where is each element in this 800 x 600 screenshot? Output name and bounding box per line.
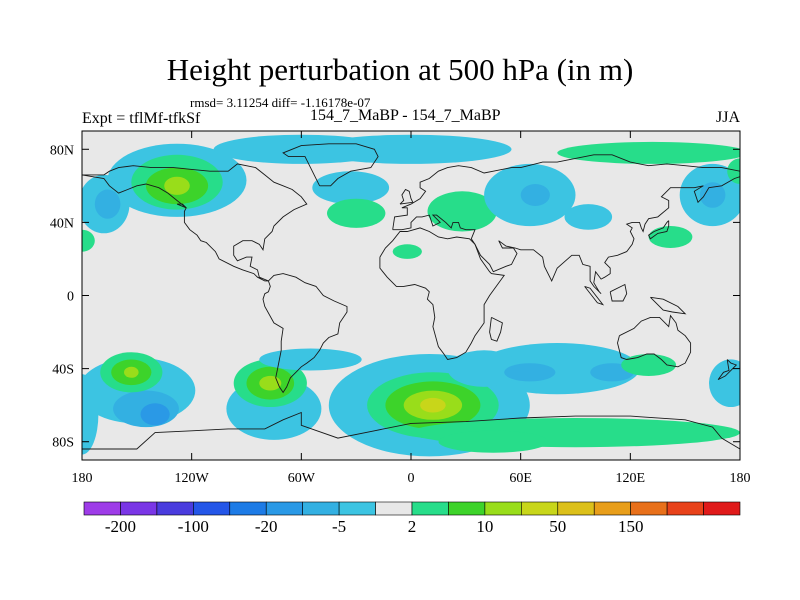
y-tick-label-2: 0: [67, 290, 74, 305]
colorbar-label-7: 150: [618, 517, 644, 536]
coastline-6: [82, 411, 740, 450]
season-label: JJA: [716, 109, 741, 126]
case-label: 154_7_MaBP - 154_7_MaBP: [310, 107, 501, 124]
colorbar-swatch-3: [193, 501, 231, 516]
colorbar-label-2: -20: [255, 517, 278, 536]
map-axes: 180 120W 60W 0 60E 120E 180 80N 40N 0 40S 80S: [50, 131, 751, 486]
anomaly-contour-5: [310, 134, 512, 164]
colorbar-label-4: 2: [408, 517, 417, 536]
colorbar-swatch-10: [448, 501, 486, 516]
coastline-7: [648, 220, 670, 240]
coastline-13: [650, 296, 687, 315]
anomaly-contour-19: [557, 141, 740, 164]
anomaly-contour-32: [259, 348, 362, 371]
anomaly-contour-43: [709, 359, 740, 407]
anomaly-contour-39: [447, 350, 521, 387]
coastline-3: [379, 227, 506, 361]
x-tick-label-2: 60W: [288, 471, 316, 486]
y-tick-label-0: 80N: [50, 143, 74, 158]
x-tick-label-1: 120W: [175, 471, 210, 486]
stats-line: rmsd= 3.11254 diff= -1.16178e-07: [190, 95, 371, 110]
anomaly-contour-17: [699, 182, 726, 208]
colorbar-swatch-11: [484, 501, 522, 516]
colorbar-swatch-2: [156, 501, 194, 516]
experiment-label: Expt = tflMf-tfkSf: [82, 110, 201, 127]
colorbar-label-0: -200: [105, 517, 136, 536]
anomaly-field: [82, 134, 740, 457]
plot-title: Height perturbation at 500 hPa (in m): [166, 52, 634, 87]
colorbar: -200 -100 -20 -5 2 10 50 150: [83, 501, 741, 536]
coastlines: [82, 143, 740, 450]
coastline-9: [717, 359, 738, 381]
x-tick-label-6: 180: [730, 471, 751, 486]
anomaly-contour-30: [259, 375, 282, 391]
coastline-1: [262, 273, 348, 394]
colorbar-swatch-15: [630, 501, 668, 516]
colorbar-swatch-13: [557, 501, 595, 516]
anomaly-contour-15: [564, 204, 613, 230]
x-tick-label-4: 60E: [509, 471, 532, 486]
coastline-14: [176, 203, 187, 209]
colorbar-swatch-16: [666, 501, 704, 516]
anomaly-contour-7: [94, 189, 121, 219]
coastline-11: [584, 285, 605, 306]
colorbar-label-6: 50: [549, 517, 566, 536]
x-tick-label-5: 120E: [616, 471, 646, 486]
anomaly-contour-8: [312, 171, 390, 205]
colorbar-swatch-5: [265, 501, 303, 516]
anomaly-contour-23: [140, 403, 170, 426]
anomaly-contour-31: [82, 374, 99, 455]
coastline-12: [609, 283, 628, 302]
x-tick-label-0: 180: [72, 471, 93, 486]
coastline-4: [617, 314, 692, 368]
anomaly-contour-18: [648, 226, 693, 248]
anomaly-contour-14: [520, 184, 550, 206]
colorbar-swatch-17: [703, 501, 741, 516]
colorbar-swatch-4: [229, 501, 267, 516]
anomaly-contour-45: [438, 430, 549, 453]
anomaly-contour-3: [164, 176, 190, 195]
colorbar-swatch-0: [83, 501, 121, 516]
coastline-10: [489, 316, 503, 342]
y-tick-label-4: 80S: [52, 436, 74, 451]
colorbar-swatch-6: [302, 501, 340, 516]
anomaly-contour-10: [327, 198, 386, 228]
y-tick-label-3: 40S: [52, 363, 74, 378]
anomaly-contour-37: [420, 397, 446, 413]
colorbar-swatch-9: [411, 501, 449, 516]
colorbar-swatch-1: [120, 501, 158, 516]
anomaly-contour-26: [124, 366, 139, 378]
colorbar-swatch-14: [593, 501, 631, 516]
anomaly-contour-12: [392, 244, 422, 259]
y-tick-label-1: 40N: [50, 216, 74, 231]
anomaly-contour-9: [82, 229, 95, 252]
colorbar-label-3: -5: [332, 517, 346, 536]
coastline-8: [399, 188, 414, 205]
colorbar-swatch-12: [521, 501, 559, 516]
x-tick-label-3: 0: [408, 471, 415, 486]
colorbar-label-5: 10: [476, 517, 493, 536]
colorbar-swatch-8: [375, 501, 413, 516]
anomaly-contour-40: [504, 363, 556, 382]
coastline-5: [282, 143, 379, 187]
anomaly-contour-42: [621, 354, 676, 376]
anomaly-contour-38: [474, 343, 640, 395]
colorbar-label-1: -100: [178, 517, 209, 536]
colorbar-swatch-7: [338, 501, 376, 516]
